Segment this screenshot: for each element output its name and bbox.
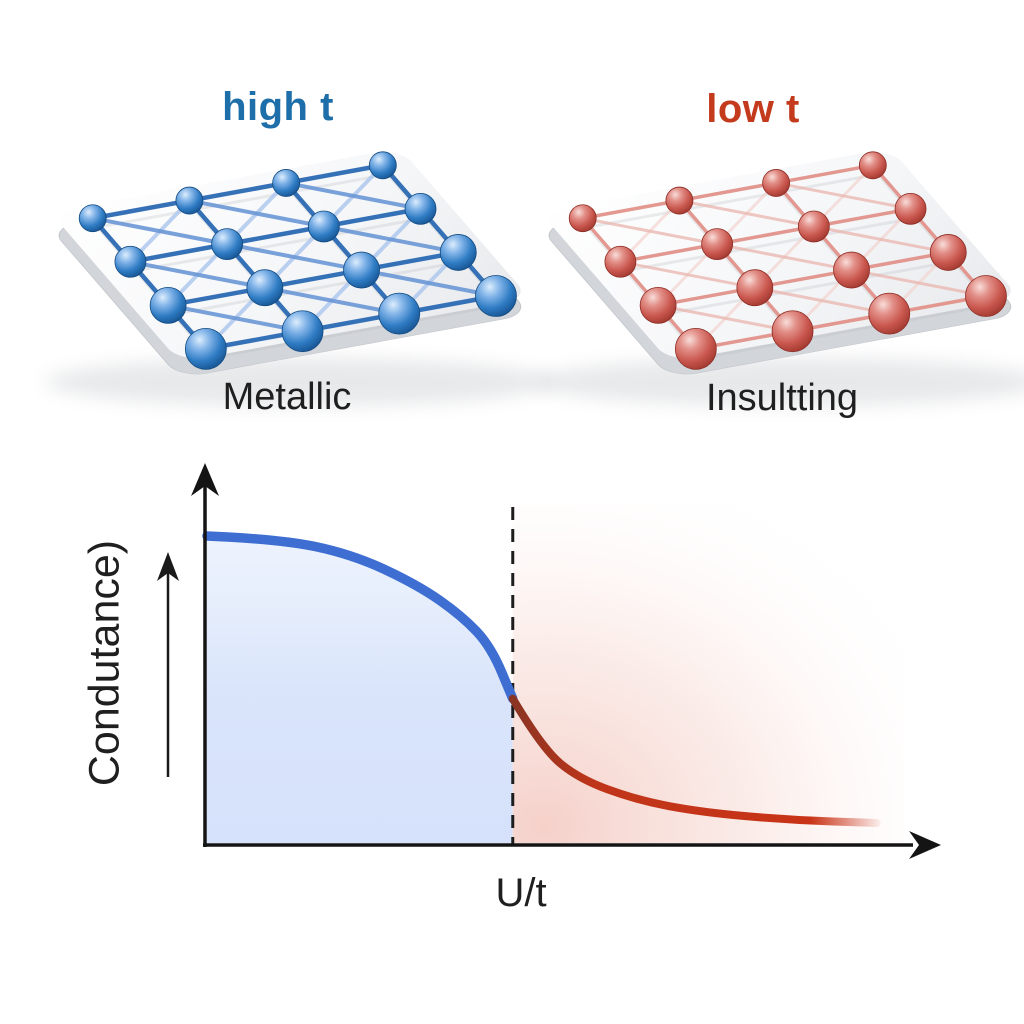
- x-axis-label: U/t: [495, 871, 547, 915]
- conductance-curve-insulating: [508, 694, 881, 828]
- platform-shadow: [45, 358, 555, 406]
- y-axis-arrowhead: [191, 463, 219, 496]
- arrow-head: [157, 552, 179, 581]
- insulating-region-fill: [512, 503, 905, 843]
- metallic-region-fill: [207, 536, 513, 843]
- blue-atom-sphere: [404, 192, 437, 225]
- red-atom-sphere: [894, 192, 927, 225]
- blue-atom-sphere: [343, 251, 380, 289]
- red-atom-sphere: [797, 210, 830, 243]
- blue-atom-sphere: [149, 286, 187, 324]
- red-atom-sphere: [568, 204, 597, 233]
- red-atom-sphere: [771, 310, 814, 353]
- x-axis-arrowhead: [909, 831, 941, 859]
- blue-atom-sphere: [281, 310, 324, 353]
- red-atom-sphere: [868, 292, 911, 335]
- blue-atom-sphere: [439, 234, 477, 271]
- y-axis-direction-arrow: [157, 552, 179, 777]
- blue-atom-sphere: [378, 292, 421, 335]
- blue-atom-sphere: [246, 269, 284, 307]
- metallic-lattice-illustration: [78, 151, 517, 370]
- blue-atom-sphere: [368, 151, 397, 180]
- chart-region-fills: [207, 503, 905, 843]
- high-t-label: high t: [222, 85, 334, 129]
- y-axis-label: Condutance): [80, 539, 129, 787]
- red-atom-sphere: [929, 234, 967, 271]
- blue-atom-sphere: [272, 169, 301, 197]
- platform-shadow: [535, 358, 1024, 406]
- chart-axes: [191, 463, 941, 859]
- low-t-label: low t: [706, 87, 800, 131]
- conductance-curve-metallic: [202, 531, 518, 704]
- red-atom-sphere: [604, 245, 637, 278]
- blue-atom-sphere: [175, 186, 204, 215]
- red-atom-sphere: [965, 275, 1007, 317]
- chart-dynamic-marks: [202, 507, 881, 845]
- red-atom-sphere: [674, 327, 717, 370]
- red-atom-sphere: [665, 186, 694, 215]
- red-atom-sphere: [701, 228, 734, 261]
- red-atom-sphere: [736, 269, 774, 307]
- red-atom-sphere: [858, 151, 887, 180]
- blue-atom-sphere: [475, 275, 517, 317]
- blue-atom-sphere: [78, 204, 107, 233]
- blue-atom-sphere: [184, 327, 227, 370]
- blue-atom-sphere: [211, 228, 244, 261]
- red-atom-sphere: [639, 286, 677, 324]
- blue-atom-sphere: [114, 245, 147, 278]
- red-atom-sphere: [762, 169, 791, 197]
- insulating-lattice-illustration: [568, 151, 1007, 370]
- insulating-caption: Insultting: [705, 377, 859, 419]
- red-atom-sphere: [833, 251, 870, 289]
- blue-atom-sphere: [307, 210, 340, 243]
- metallic-caption: Metallic: [222, 376, 352, 418]
